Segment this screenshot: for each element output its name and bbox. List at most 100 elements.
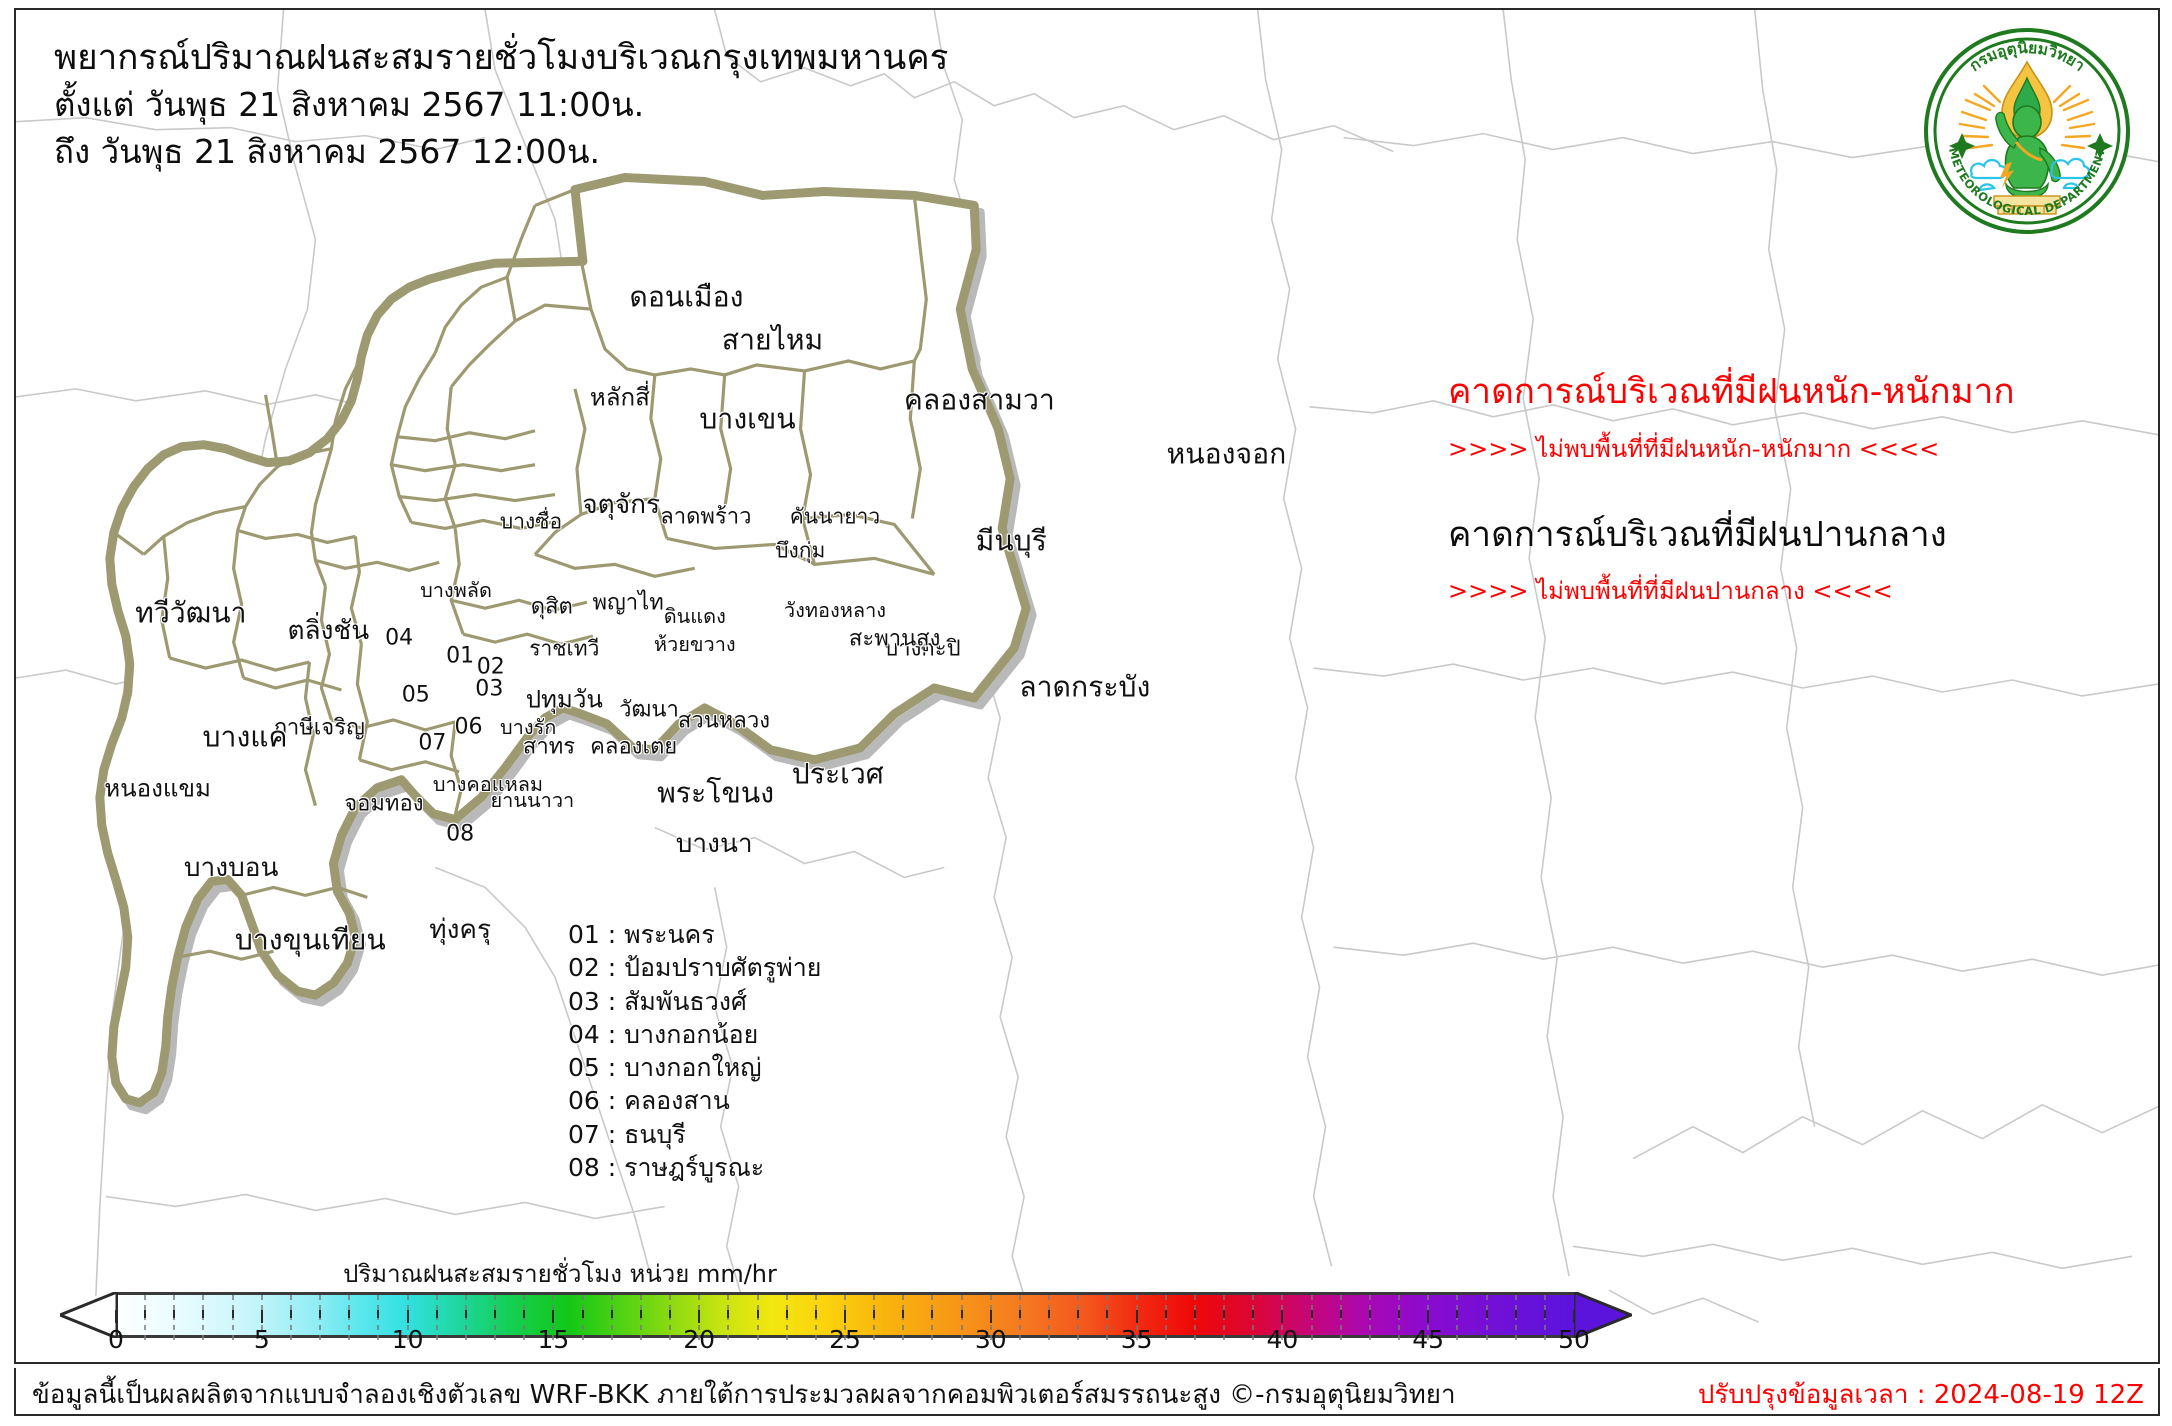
page-title: พยากรณ์ปริมาณฝนสะสมรายชั่วโมงบริเวณกรุงเ… xyxy=(54,38,949,78)
colorbar-interval-divider xyxy=(1514,1295,1517,1341)
colorbar-tick-label: 25 xyxy=(829,1325,861,1354)
district-label: สายไหม xyxy=(721,323,824,357)
district-label: พญาไท xyxy=(592,590,664,616)
colorbar-interval-divider xyxy=(1339,1295,1342,1341)
colorbar-interval-divider xyxy=(348,1295,351,1341)
colorbar-tick-label: 45 xyxy=(1412,1325,1445,1354)
colorbar-minor-tick xyxy=(960,1310,963,1318)
colorbar-minor-tick xyxy=(785,1310,788,1318)
colorbar-minor-tick xyxy=(814,1310,817,1318)
colorbar-interval-divider xyxy=(1310,1295,1313,1341)
district-label: สาทร xyxy=(522,734,576,760)
district-label: ดอนเมือง xyxy=(629,280,744,314)
district-label: พระโขนง xyxy=(657,776,775,810)
colorbar-tick-label: 15 xyxy=(537,1325,570,1354)
district-label: ประเวศ xyxy=(791,757,884,791)
district-label: บางนา xyxy=(675,829,753,860)
heavy-rain-heading: คาดการณ์บริเวณที่มีฝนหนัก-หนักมาก xyxy=(1448,372,2015,412)
colorbar-minor-tick xyxy=(873,1310,876,1318)
tmd-seal-icon: กรมอุตุนิยมวิทยา METEOROLOGICAL DEPARTME… xyxy=(1924,28,2130,234)
forecast-start-time: ตั้งแต่ วันพุธ 21 สิงหาคม 2567 11:00น. xyxy=(54,85,645,125)
colorbar-tick-mark xyxy=(115,1310,117,1323)
colorbar-interval-divider xyxy=(1456,1295,1459,1341)
district-boundaries xyxy=(112,187,936,961)
district-label: 05 xyxy=(401,682,430,708)
moderate-rain-result: >>>> ไม่พบพื้นที่ที่มีฝนปานกลาง <<<< xyxy=(1448,577,1893,605)
rainfall-colorbar: ปริมาณฝนสะสมรายชั่วโมง หน่วย mm/hr 0 5 10 1… xyxy=(60,1260,1632,1362)
colorbar-minor-tick xyxy=(1048,1310,1051,1318)
district-label: คันนายาว xyxy=(789,504,881,529)
colorbar-interval-divider xyxy=(523,1295,526,1341)
district-key-row: 04 : บางกอกน้อย xyxy=(568,1019,759,1049)
forecast-end-time: ถึง วันพุธ 21 สิงหาคม 2567 12:00น. xyxy=(54,132,601,172)
colorbar-minor-tick xyxy=(844,1310,846,1318)
colorbar-interval-divider xyxy=(319,1295,322,1341)
colorbar-minor-tick xyxy=(1427,1310,1430,1318)
district-key-row: 08 : ราษฎร์บูรณะ xyxy=(568,1152,765,1182)
colorbar-minor-tick xyxy=(1135,1310,1138,1318)
colorbar-interval-divider xyxy=(756,1295,759,1341)
district-label: สวนหลวง xyxy=(677,708,770,734)
colorbar-interval-divider xyxy=(931,1295,934,1341)
district-label: ราชเทวี xyxy=(529,636,600,661)
colorbar-interval-divider xyxy=(814,1295,817,1341)
colorbar-minor-tick xyxy=(1193,1310,1196,1318)
district-label: 06 xyxy=(454,714,483,740)
colorbar-minor-tick xyxy=(756,1310,759,1318)
district-label: คลองสามวา xyxy=(903,383,1055,417)
district-label: สะพานสูง xyxy=(848,626,941,652)
colorbar-interval-divider xyxy=(289,1295,292,1341)
map-canvas: พยากรณ์ปริมาณฝนสะสมรายชั่วโมงบริเวณกรุงเ… xyxy=(14,8,2160,1364)
district-label: บางขุนเทียน xyxy=(234,923,386,957)
district-key-row: 06 : คลองสาน xyxy=(568,1086,730,1116)
colorbar-tick-label: 35 xyxy=(1120,1325,1153,1354)
colorbar-minor-tick xyxy=(931,1310,934,1318)
colorbar-interval-divider xyxy=(1223,1295,1226,1341)
colorbar-tick-label: 0 xyxy=(108,1325,124,1354)
colorbar-tick-label: 5 xyxy=(253,1325,270,1354)
district-label: ทวีวัฒนา xyxy=(135,596,247,630)
colorbar-interval-divider xyxy=(1048,1295,1051,1341)
district-label: บางบอน xyxy=(183,852,279,883)
district-label: 03 xyxy=(475,676,504,702)
district-label: 01 xyxy=(446,643,475,669)
colorbar-interval-divider xyxy=(1368,1295,1371,1341)
district-label: ยานนาวา xyxy=(490,788,575,813)
colorbar-interval-divider xyxy=(873,1295,876,1341)
colorbar-min-arrow-icon xyxy=(60,1292,118,1338)
district-label: ลาดกระบัง xyxy=(1019,670,1151,704)
district-label: 07 xyxy=(418,730,447,756)
colorbar-minor-tick xyxy=(523,1310,526,1318)
district-label: วัฒนา xyxy=(619,697,679,723)
footer-credit: ข้อมูลนี้เป็นผลผลิตจากแบบจำลองเชิงตัวเลข… xyxy=(32,1380,1456,1410)
district-label: ตลิ่งชัน xyxy=(287,615,370,646)
colorbar-minor-tick xyxy=(231,1310,234,1318)
rain-warning-panel: คาดการณ์บริเวณที่มีฝนหนัก-หนักมาก >>>> ไ… xyxy=(1448,366,2148,609)
colorbar-interval-divider xyxy=(1106,1295,1109,1341)
colorbar-minor-tick xyxy=(1368,1310,1371,1318)
colorbar-interval-divider xyxy=(494,1295,497,1341)
colorbar-interval-divider xyxy=(785,1295,788,1341)
colorbar-minor-tick xyxy=(319,1310,322,1318)
district-label: บางพลัด xyxy=(420,577,492,602)
colorbar-tick-label: 20 xyxy=(683,1325,716,1354)
district-label: 04 xyxy=(385,625,414,651)
colorbar-interval-divider xyxy=(464,1295,467,1341)
district-label: หลักสี่ xyxy=(589,383,650,412)
colorbar-minor-tick xyxy=(1281,1310,1284,1318)
colorbar-minor-tick xyxy=(377,1310,380,1318)
colorbar-minor-tick xyxy=(610,1310,613,1318)
district-label: หนองแขม xyxy=(104,774,211,803)
colorbar-interval-divider xyxy=(1485,1295,1488,1341)
colorbar-minor-tick xyxy=(581,1310,584,1318)
district-label: มีนบุรี xyxy=(975,524,1047,558)
colorbar-interval-divider xyxy=(610,1295,613,1341)
moderate-rain-heading: คาดการณ์บริเวณที่มีฝนปานกลาง xyxy=(1448,514,1947,555)
district-label: 08 xyxy=(446,821,475,847)
district-key-row: 01 : พระนคร xyxy=(568,920,715,949)
colorbar-minor-tick xyxy=(1018,1310,1021,1318)
colorbar-tick-label: 40 xyxy=(1266,1325,1299,1354)
district-key-row: 02 : ป้อมปราบศัตรูพ่าย xyxy=(568,953,822,983)
footer-bar: ข้อมูลนี้เป็นผลผลิตจากแบบจำลองเชิงตัวเลข… xyxy=(14,1368,2160,1416)
